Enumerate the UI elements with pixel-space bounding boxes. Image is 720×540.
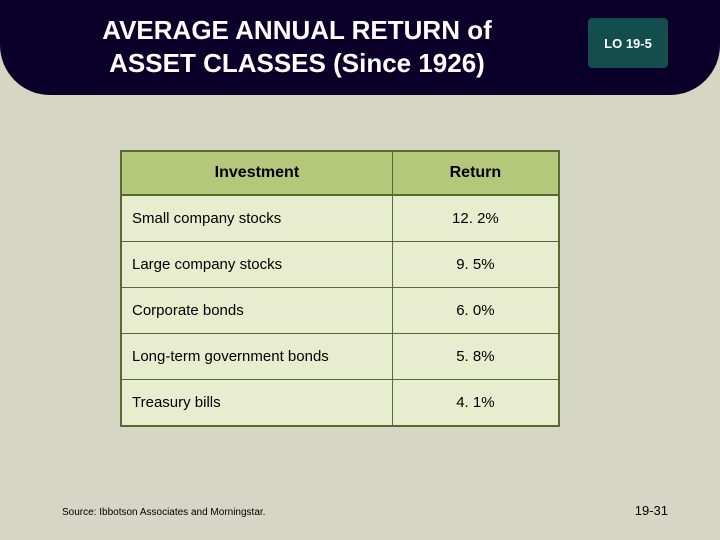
table-header-row: Investment Return [122, 152, 558, 195]
page-number: 19-31 [635, 503, 668, 518]
col-header-investment: Investment [122, 152, 392, 195]
col-header-return: Return [392, 152, 558, 195]
cell-return: 4. 1% [392, 380, 558, 426]
cell-investment: Long-term government bonds [122, 334, 392, 380]
cell-investment: Corporate bonds [122, 288, 392, 334]
source-citation: Source: Ibbotson Associates and Mornings… [62, 507, 265, 518]
cell-return: 5. 8% [392, 334, 558, 380]
table-row: Large company stocks 9. 5% [122, 242, 558, 288]
returns-table: Investment Return Small company stocks 1… [120, 150, 560, 427]
slide-title: AVERAGE ANNUAL RETURN of ASSET CLASSES (… [62, 14, 532, 79]
cell-return: 12. 2% [392, 195, 558, 242]
table-row: Small company stocks 12. 2% [122, 195, 558, 242]
table-row: Corporate bonds 6. 0% [122, 288, 558, 334]
cell-investment: Treasury bills [122, 380, 392, 426]
lo-badge-text: LO 19-5 [604, 36, 652, 51]
cell-investment: Large company stocks [122, 242, 392, 288]
table-row: Treasury bills 4. 1% [122, 380, 558, 426]
table-row: Long-term government bonds 5. 8% [122, 334, 558, 380]
cell-return: 6. 0% [392, 288, 558, 334]
cell-investment: Small company stocks [122, 195, 392, 242]
cell-return: 9. 5% [392, 242, 558, 288]
title-line-2: ASSET CLASSES (Since 1926) [109, 48, 485, 78]
title-line-1: AVERAGE ANNUAL RETURN of [102, 15, 492, 45]
lo-badge: LO 19-5 [588, 18, 668, 68]
